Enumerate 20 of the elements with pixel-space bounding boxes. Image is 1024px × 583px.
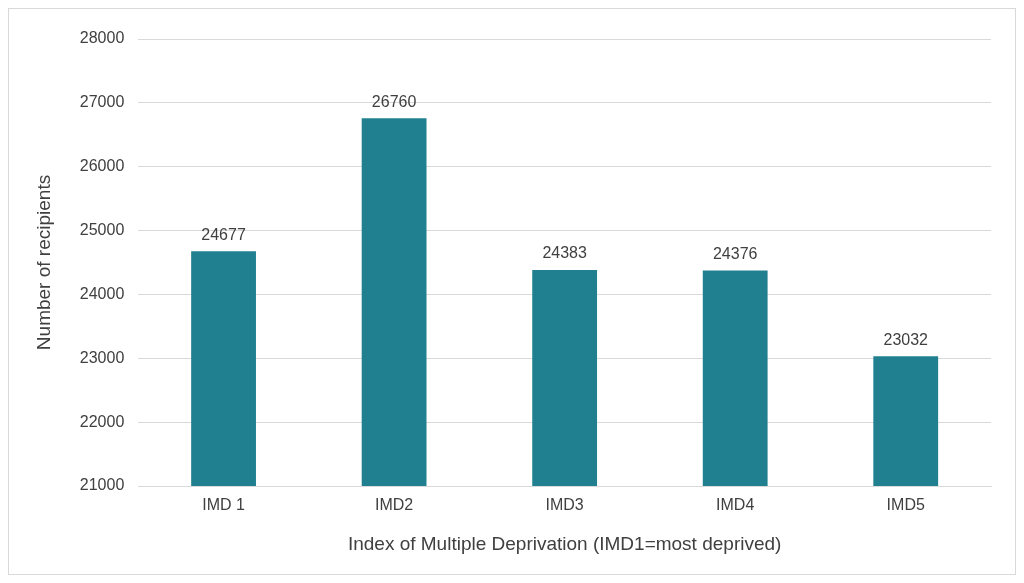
- y-tick-label: 21000: [79, 476, 125, 494]
- data-label: 24677: [201, 225, 246, 243]
- x-tick-label: IMD5: [886, 496, 925, 514]
- data-label: 26760: [371, 92, 417, 110]
- y-tick-label: 23000: [79, 348, 125, 366]
- y-tick-label: 26000: [79, 157, 125, 175]
- x-tick-label: IMD 1: [202, 496, 245, 514]
- data-label: 23032: [883, 330, 929, 348]
- x-tick-label: IMD2: [374, 496, 414, 514]
- y-tick-label: 22000: [79, 412, 125, 430]
- y-tick-label: 25000: [79, 220, 125, 238]
- y-tick-label: 24000: [79, 284, 125, 302]
- y-tick-label: 27000: [79, 93, 125, 111]
- x-axis-title: Index of Multiple Deprivation (IMD1=most deprived): [347, 532, 782, 554]
- data-label: 24376: [712, 244, 758, 262]
- y-axis-title: Number of recipients: [32, 174, 54, 351]
- x-tick-label: IMD4: [716, 496, 755, 514]
- x-tick-label: IMD3: [545, 496, 584, 514]
- y-tick-label: 28000: [79, 29, 125, 47]
- data-label: 24383: [542, 244, 587, 262]
